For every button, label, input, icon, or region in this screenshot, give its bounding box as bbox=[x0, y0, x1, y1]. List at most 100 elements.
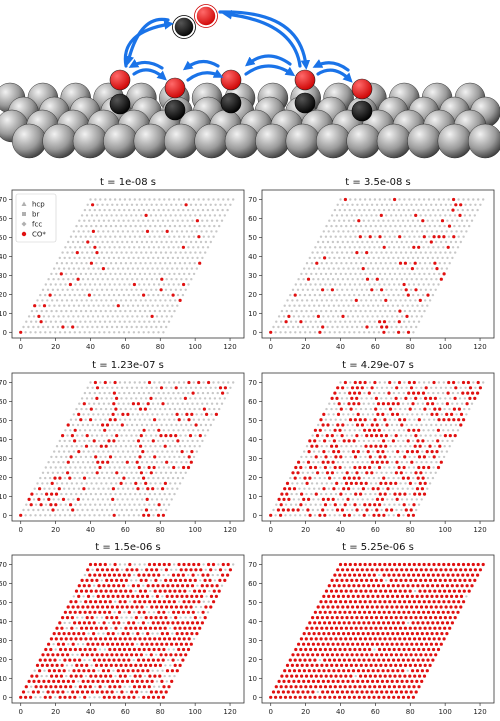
co-site bbox=[164, 653, 168, 657]
empty-site bbox=[320, 445, 323, 448]
empty-site bbox=[331, 508, 334, 512]
co-site bbox=[19, 330, 23, 334]
empty-site bbox=[339, 309, 343, 313]
empty-site bbox=[97, 230, 100, 233]
empty-site bbox=[372, 293, 376, 297]
empty-site bbox=[304, 283, 307, 286]
empty-site bbox=[202, 563, 205, 566]
empty-site bbox=[126, 450, 130, 453]
empty-site bbox=[78, 514, 82, 517]
empty-site bbox=[84, 418, 87, 421]
co-site bbox=[181, 245, 185, 249]
empty-site bbox=[86, 315, 90, 318]
co-site bbox=[360, 605, 364, 609]
empty-site bbox=[300, 272, 303, 276]
co-site bbox=[367, 695, 371, 699]
co-site bbox=[297, 679, 301, 684]
empty-site bbox=[104, 455, 107, 459]
empty-site bbox=[396, 487, 399, 490]
co-site bbox=[436, 584, 440, 588]
empty-site bbox=[399, 214, 403, 217]
co-site bbox=[127, 573, 131, 577]
empty-site bbox=[295, 309, 298, 313]
co-site bbox=[473, 578, 477, 583]
empty-site bbox=[103, 648, 107, 651]
co-site bbox=[333, 465, 337, 470]
co-site bbox=[421, 439, 425, 443]
co-site bbox=[417, 637, 422, 641]
empty-site bbox=[73, 476, 76, 480]
empty-site bbox=[107, 256, 111, 260]
co-site bbox=[459, 605, 463, 609]
empty-site bbox=[58, 331, 62, 334]
co-site bbox=[341, 314, 345, 318]
empty-site bbox=[385, 240, 389, 244]
empty-site bbox=[360, 299, 363, 302]
empty-site bbox=[410, 278, 413, 281]
empty-site bbox=[93, 476, 96, 480]
empty-site bbox=[93, 208, 97, 212]
co-site bbox=[342, 487, 346, 491]
empty-site bbox=[82, 315, 85, 318]
empty-site bbox=[60, 299, 64, 302]
co-site bbox=[408, 637, 412, 641]
co-site bbox=[307, 450, 311, 454]
empty-site bbox=[151, 669, 154, 672]
empty-site bbox=[173, 455, 176, 459]
empty-site bbox=[424, 299, 427, 302]
co-site bbox=[341, 423, 345, 427]
empty-site bbox=[165, 325, 168, 329]
co-site bbox=[363, 674, 368, 678]
diffusion-arrow bbox=[128, 58, 164, 70]
co-site bbox=[346, 605, 350, 609]
co-site bbox=[342, 669, 346, 673]
empty-site bbox=[124, 262, 128, 265]
empty-site bbox=[427, 429, 430, 432]
co-site bbox=[190, 584, 195, 588]
co-site bbox=[284, 685, 288, 689]
co-site bbox=[395, 497, 399, 501]
empty-site bbox=[135, 240, 139, 244]
co-site bbox=[104, 663, 108, 668]
co-site bbox=[61, 642, 65, 646]
empty-site bbox=[171, 402, 174, 405]
co-site bbox=[389, 616, 393, 620]
empty-site bbox=[413, 455, 416, 459]
empty-site bbox=[392, 219, 395, 222]
co-site bbox=[409, 386, 414, 390]
co-site bbox=[360, 423, 364, 427]
co-site bbox=[198, 434, 202, 438]
empty-site bbox=[288, 304, 291, 307]
co-site bbox=[418, 492, 422, 496]
co-site bbox=[342, 513, 347, 517]
empty-site bbox=[405, 471, 408, 474]
empty-site bbox=[232, 198, 235, 201]
empty-site bbox=[54, 320, 57, 323]
empty-site bbox=[128, 272, 132, 276]
co-site bbox=[142, 610, 146, 614]
co-site bbox=[365, 508, 369, 512]
empty-site bbox=[142, 331, 145, 334]
empty-site bbox=[133, 272, 137, 276]
co-site bbox=[72, 632, 76, 636]
empty-site bbox=[199, 203, 202, 206]
empty-site bbox=[79, 235, 83, 238]
empty-site bbox=[114, 674, 117, 678]
empty-site bbox=[155, 203, 158, 206]
empty-site bbox=[375, 386, 379, 389]
lattice-sites bbox=[19, 380, 235, 517]
empty-site bbox=[40, 674, 43, 678]
empty-site bbox=[388, 418, 391, 421]
co-site bbox=[74, 600, 78, 604]
co-site bbox=[145, 568, 149, 572]
co-site bbox=[144, 578, 148, 583]
co-site bbox=[42, 679, 46, 684]
empty-site bbox=[145, 203, 148, 206]
co-site bbox=[174, 578, 178, 583]
empty-site bbox=[441, 402, 444, 405]
empty-site bbox=[48, 476, 52, 480]
empty-site bbox=[292, 325, 295, 329]
empty-site bbox=[460, 230, 463, 233]
empty-site bbox=[36, 482, 39, 485]
empty-site bbox=[229, 386, 232, 389]
